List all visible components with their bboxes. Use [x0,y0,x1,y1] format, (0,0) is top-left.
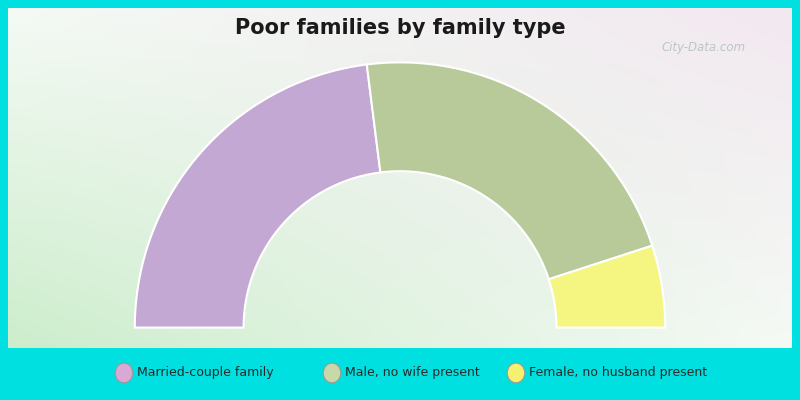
Polygon shape [366,62,652,279]
Text: Female, no husband present: Female, no husband present [529,366,707,380]
Ellipse shape [323,363,341,383]
Text: Male, no wife present: Male, no wife present [345,366,479,380]
Text: City-Data.com: City-Data.com [662,42,746,54]
Text: Poor families by family type: Poor families by family type [234,18,566,38]
Polygon shape [549,246,666,328]
Text: Married-couple family: Married-couple family [137,366,274,380]
Ellipse shape [115,363,133,383]
Ellipse shape [507,363,525,383]
Polygon shape [134,64,380,328]
